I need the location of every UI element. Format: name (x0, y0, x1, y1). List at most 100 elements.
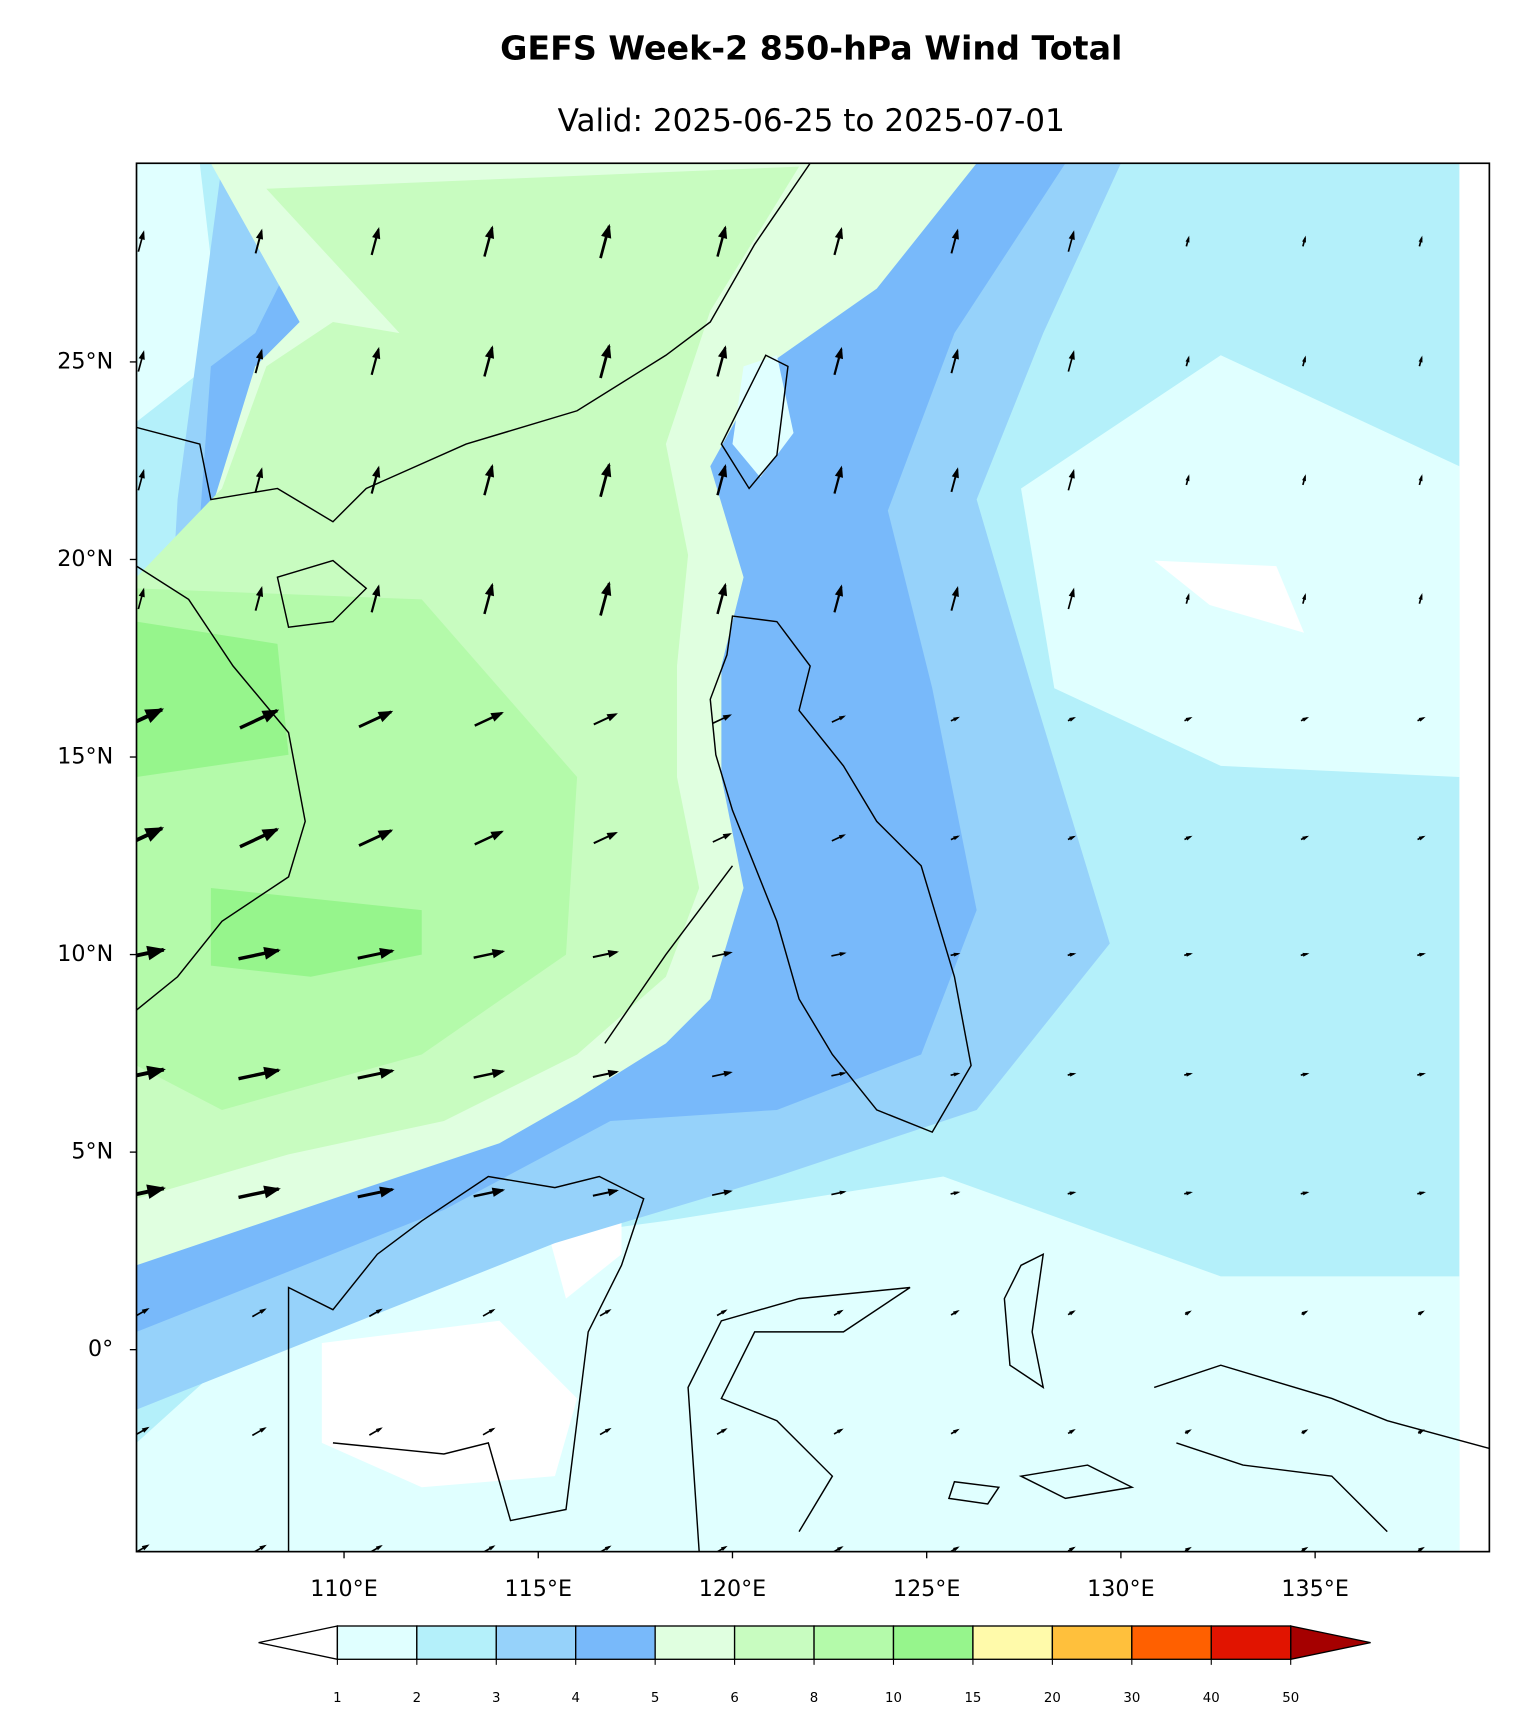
wind-head (146, 945, 166, 961)
wind-head (491, 1068, 506, 1079)
wind-head (723, 1189, 733, 1196)
wind-head (1068, 350, 1075, 360)
colorbar-box (1051, 1625, 1133, 1660)
colorbar-tick-label: 20 (1044, 1691, 1061, 1706)
coastline (287, 1175, 645, 1552)
wind-head (601, 223, 612, 239)
wind-head (1185, 355, 1190, 363)
wind-head (146, 1184, 166, 1199)
wind-head (490, 830, 504, 841)
wind-head (1302, 835, 1310, 841)
wind-head (1185, 716, 1193, 722)
lon-tick-label: 125°E (893, 1576, 960, 1602)
wind-head (1302, 355, 1306, 363)
wind-head (1418, 355, 1423, 363)
wind-head (1419, 952, 1426, 957)
wind-head (717, 582, 728, 597)
wind-head (1185, 1546, 1192, 1552)
lon-tick-label: 115°E (505, 1576, 572, 1602)
coastline (136, 565, 306, 1011)
coastline (1153, 1364, 1490, 1533)
wind-head (488, 1427, 496, 1433)
wind-head (951, 228, 959, 240)
wind-head (1069, 1546, 1076, 1552)
coastline (947, 1464, 1135, 1505)
colorbar-box (892, 1625, 974, 1660)
wind-head (372, 465, 381, 478)
colorbar-box (1210, 1625, 1292, 1660)
wind-head (491, 949, 506, 959)
wind-head (717, 464, 728, 478)
wind-head (839, 1071, 847, 1077)
lat-tick-label: 0° (88, 1336, 113, 1362)
lon-tick-label: 135°E (1281, 1576, 1348, 1602)
map-title: GEFS Week-2 850-hPa Wind Total (500, 29, 1122, 68)
plot-frame (135, 162, 1491, 1553)
wind-head (1419, 1191, 1426, 1196)
wind-head (372, 584, 381, 597)
wind-head (377, 710, 394, 723)
wind-head (1418, 1546, 1425, 1552)
wind-head (379, 1186, 395, 1198)
wind-head (604, 1427, 612, 1433)
field-calm-core (321, 1320, 578, 1488)
wind-head (836, 1546, 844, 1552)
lat-tick-label: 5°N (71, 1139, 113, 1165)
colorbar-tick-label: 5 (651, 1691, 659, 1706)
colorbar-box (336, 1625, 418, 1660)
wind-head (1068, 587, 1075, 598)
wind-head (604, 1309, 612, 1315)
wind-head (720, 1545, 728, 1551)
wind-head (951, 586, 959, 597)
colorbar-tick-label: 6 (730, 1691, 738, 1706)
map-field (136, 163, 1490, 1552)
wind-head (1418, 835, 1426, 841)
colorbar-box (654, 1625, 736, 1660)
colorbar-box (416, 1625, 497, 1660)
wind-head (144, 708, 165, 723)
wind-head (953, 1191, 961, 1196)
wind-head (1185, 1191, 1193, 1196)
wind-head (1185, 952, 1193, 957)
wind-head (606, 713, 618, 722)
colorbar-box (972, 1625, 1054, 1660)
wind-head (839, 952, 847, 957)
wind-head (601, 343, 612, 359)
wind-head (141, 1308, 150, 1314)
wind-head (834, 584, 843, 597)
wind-head (263, 1066, 281, 1080)
colorbar-tick-label: 3 (492, 1691, 500, 1706)
coastline (687, 1286, 911, 1552)
colorbar-extend-high (1290, 1625, 1371, 1661)
wind-head (834, 465, 843, 478)
wind-head (952, 1428, 960, 1434)
colorbar-tick-label: 1 (333, 1691, 341, 1706)
coastline (136, 163, 811, 523)
lat-tick-label: 20°N (57, 546, 113, 572)
wind-head (138, 587, 145, 598)
wind-head (951, 467, 959, 479)
wind-head (484, 225, 495, 239)
wind-head (838, 834, 846, 840)
wind-head (484, 582, 495, 597)
wind-head (722, 833, 732, 840)
wind-head (488, 1545, 496, 1551)
lon-tick-label: 130°E (1087, 1576, 1154, 1602)
wind-head (255, 348, 264, 360)
field-calm-core (1154, 560, 1305, 633)
wind-head (1301, 1546, 1309, 1552)
colorbar-extend-low (258, 1625, 339, 1661)
wind-head (488, 1308, 496, 1314)
wind-head (838, 715, 846, 721)
wind-head (952, 1309, 960, 1316)
wind-head (607, 1188, 619, 1197)
wind-head (484, 345, 495, 359)
wind-head (138, 230, 145, 240)
wind-head (717, 345, 728, 359)
wind-head (1302, 1191, 1310, 1196)
wind-head (490, 712, 504, 722)
wind-head (836, 1309, 844, 1315)
wind-head (259, 1427, 267, 1433)
wind-head (375, 1427, 383, 1433)
colorbar-tick-label: 15 (964, 1691, 981, 1706)
